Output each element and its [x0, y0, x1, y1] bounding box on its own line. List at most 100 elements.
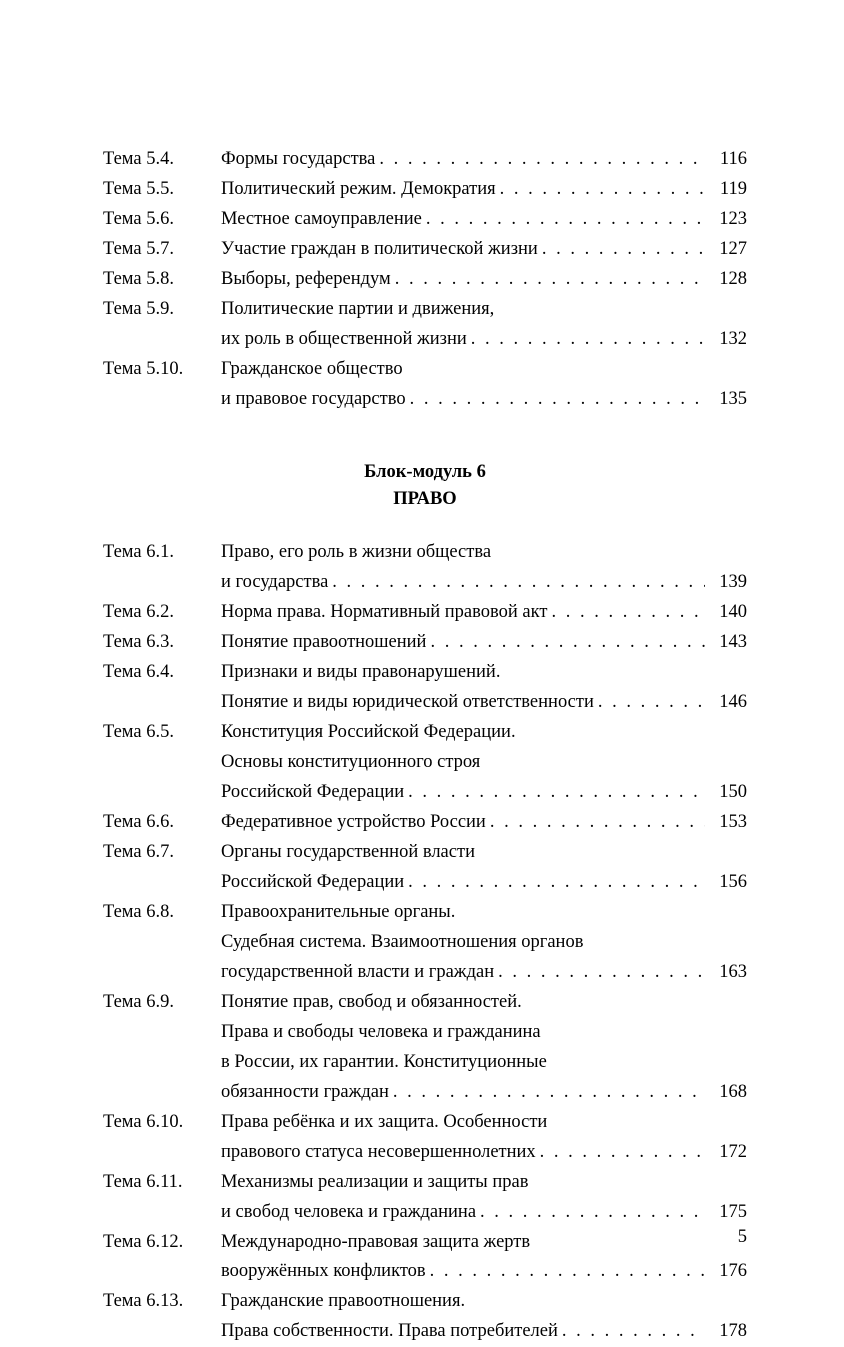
toc-leader-dots: . . . . . . . . . . . . . . . . . . . . …: [406, 385, 705, 415]
toc-title: Политические партии и движения,: [221, 295, 494, 325]
toc-entry: государственной власти и граждан . . . .…: [103, 958, 747, 988]
toc-leader-dots: . . . . . . . . . . . . . . . . . . . . …: [391, 265, 705, 295]
toc-entry: Права собственности. Права потребителей …: [103, 1317, 747, 1347]
toc-title: Понятие правоотношений: [221, 628, 426, 658]
toc-title: их роль в общественной жизни: [221, 325, 467, 355]
toc-title: Российской Федерации: [221, 868, 404, 898]
toc-label: Тема 6.12.: [103, 1228, 221, 1258]
toc-title: Местное самоуправление: [221, 205, 422, 235]
toc-page-number: 140: [705, 598, 747, 628]
toc-entry: Тема 6.3.Понятие правоотношений . . . . …: [103, 628, 747, 658]
toc-entry: Тема 6.5.Конституция Российской Федераци…: [103, 718, 747, 748]
toc-title: Правоохранительные органы.: [221, 898, 455, 928]
toc-page-number: 143: [705, 628, 747, 658]
toc-label: Тема 6.7.: [103, 838, 221, 868]
toc-label: Тема 6.10.: [103, 1108, 221, 1138]
toc-block-2: Тема 6.1.Право, его роль в жизни обществ…: [103, 538, 747, 1347]
toc-leader-dots: . . . . . . . . . . . . . . . . . . . . …: [494, 958, 705, 988]
toc-title: и правовое государство: [221, 385, 406, 415]
toc-leader-dots: . . . . . . . . . . . . . . . . . . . . …: [389, 1078, 705, 1108]
toc-leader-dots: . . . . . . . . . . . . . . . . . . . . …: [538, 235, 705, 265]
toc-entry: Тема 6.10.Права ребёнка и их защита. Осо…: [103, 1108, 747, 1138]
toc-title: Участие граждан в политической жизни: [221, 235, 538, 265]
toc-page-number: 156: [705, 868, 747, 898]
toc-page-number: 128: [705, 265, 747, 295]
toc-leader-dots: . . . . . . . . . . . . . . . . . . . . …: [558, 1317, 705, 1347]
toc-entry: Тема 6.8.Правоохранительные органы.: [103, 898, 747, 928]
toc-title: Понятие и виды юридической ответственнос…: [221, 688, 594, 718]
toc-label: Тема 6.3.: [103, 628, 221, 658]
section-heading: Блок-модуль 6 ПРАВО: [103, 459, 747, 515]
toc-entry: Права и свободы человека и гражданина: [103, 1018, 747, 1048]
toc-title: Российской Федерации: [221, 778, 404, 808]
toc-title: Норма права. Нормативный правовой акт: [221, 598, 547, 628]
toc-page-number: 132: [705, 325, 747, 355]
toc-label: Тема 5.6.: [103, 205, 221, 235]
toc-leader-dots: . . . . . . . . . . . . . . . . . . . . …: [476, 1198, 705, 1228]
page: Тема 5.4.Формы государства . . . . . . .…: [0, 0, 844, 1310]
toc-page-number: 168: [705, 1078, 747, 1108]
toc-title: Федеративное устройство России: [221, 808, 486, 838]
toc-label: Тема 6.9.: [103, 988, 221, 1018]
toc-label: Тема 6.1.: [103, 538, 221, 568]
toc-entry: Тема 5.8.Выборы, референдум . . . . . . …: [103, 265, 747, 295]
toc-entry: Тема 5.7.Участие граждан в политической …: [103, 235, 747, 265]
toc-leader-dots: . . . . . . . . . . . . . . . . . . . . …: [404, 868, 705, 898]
toc-leader-dots: . . . . . . . . . . . . . . . . . . . . …: [404, 778, 705, 808]
toc-title: Понятие прав, свобод и обязанностей.: [221, 988, 522, 1018]
toc-label: Тема 6.8.: [103, 898, 221, 928]
toc-entry: Понятие и виды юридической ответственнос…: [103, 688, 747, 718]
toc-label: Тема 5.8.: [103, 265, 221, 295]
toc-leader-dots: . . . . . . . . . . . . . . . . . . . . …: [467, 325, 705, 355]
toc-entry: Тема 6.1.Право, его роль в жизни обществ…: [103, 538, 747, 568]
toc-entry: Тема 6.11.Механизмы реализации и защиты …: [103, 1168, 747, 1198]
toc-entry: Тема 6.9.Понятие прав, свобод и обязанно…: [103, 988, 747, 1018]
section-heading-line2: ПРАВО: [103, 486, 747, 514]
toc-title: и государства: [221, 568, 328, 598]
toc-page-number: 135: [705, 385, 747, 415]
toc-leader-dots: . . . . . . . . . . . . . . . . . . . . …: [328, 568, 705, 598]
toc-title: Выборы, референдум: [221, 265, 391, 295]
toc-entry: Тема 6.12.Международно-правовая защита ж…: [103, 1228, 747, 1258]
toc-entry: Тема 5.5.Политический режим. Демократия …: [103, 175, 747, 205]
toc-entry: Российской Федерации . . . . . . . . . .…: [103, 868, 747, 898]
toc-entry: Тема 5.4.Формы государства . . . . . . .…: [103, 145, 747, 175]
toc-page-number: 175: [705, 1198, 747, 1228]
toc-entry: Российской Федерации . . . . . . . . . .…: [103, 778, 747, 808]
toc-label: Тема 6.11.: [103, 1168, 221, 1198]
toc-leader-dots: . . . . . . . . . . . . . . . . . . . . …: [426, 628, 705, 658]
toc-title: Механизмы реализации и защиты прав: [221, 1168, 528, 1198]
toc-page-number: 123: [705, 205, 747, 235]
toc-title: Права ребёнка и их защита. Особенности: [221, 1108, 547, 1138]
toc-entry: их роль в общественной жизни . . . . . .…: [103, 325, 747, 355]
toc-entry: Основы конституционного строя: [103, 748, 747, 778]
toc-leader-dots: . . . . . . . . . . . . . . . . . . . . …: [547, 598, 705, 628]
toc-title: Гражданское общество: [221, 355, 403, 385]
toc-title: Права и свободы человека и гражданина: [221, 1018, 541, 1048]
toc-entry: Тема 6.4.Признаки и виды правонарушений.: [103, 658, 747, 688]
toc-title: Международно-правовая защита жертв: [221, 1228, 530, 1258]
toc-page-number: 163: [705, 958, 747, 988]
toc-title: Гражданские правоотношения.: [221, 1287, 465, 1317]
section-heading-line1: Блок-модуль 6: [103, 459, 747, 487]
toc-page-number: 172: [705, 1138, 747, 1168]
toc-page-number: 153: [705, 808, 747, 838]
toc-label: Тема 6.13.: [103, 1287, 221, 1317]
toc-leader-dots: . . . . . . . . . . . . . . . . . . . . …: [536, 1138, 705, 1168]
toc-label: Тема 6.4.: [103, 658, 221, 688]
toc-entry: и правовое государство . . . . . . . . .…: [103, 385, 747, 415]
toc-entry: Тема 6.2.Норма права. Нормативный правов…: [103, 598, 747, 628]
toc-label: Тема 6.5.: [103, 718, 221, 748]
toc-page-number: 116: [705, 145, 747, 175]
toc-title: вооружённых конфликтов: [221, 1257, 426, 1287]
toc-title: Основы конституционного строя: [221, 748, 480, 778]
toc-page-number: 139: [705, 568, 747, 598]
toc-label: Тема 5.7.: [103, 235, 221, 265]
toc-entry: и свобод человека и гражданина . . . . .…: [103, 1198, 747, 1228]
toc-title: государственной власти и граждан: [221, 958, 494, 988]
toc-entry: правового статуса несовершеннолетних . .…: [103, 1138, 747, 1168]
toc-entry: Тема 6.6.Федеративное устройство России …: [103, 808, 747, 838]
toc-entry: Тема 6.13.Гражданские правоотношения.: [103, 1287, 747, 1317]
toc-leader-dots: . . . . . . . . . . . . . . . . . . . . …: [486, 808, 705, 838]
toc-page-number: 146: [705, 688, 747, 718]
